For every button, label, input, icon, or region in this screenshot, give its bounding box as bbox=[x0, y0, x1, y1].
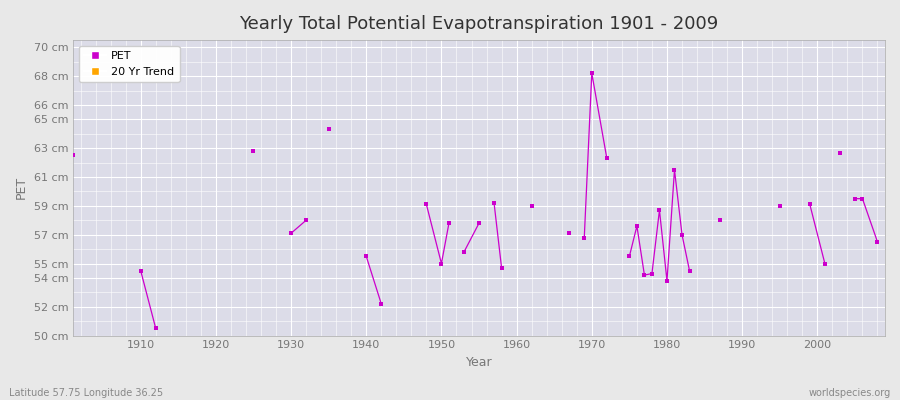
X-axis label: Year: Year bbox=[465, 356, 492, 369]
Point bbox=[359, 253, 374, 260]
Title: Yearly Total Potential Evapotranspiration 1901 - 2009: Yearly Total Potential Evapotranspiratio… bbox=[239, 15, 718, 33]
Text: worldspecies.org: worldspecies.org bbox=[809, 388, 891, 398]
Point bbox=[419, 201, 434, 208]
Point bbox=[660, 278, 674, 284]
Legend: PET, 20 Yr Trend: PET, 20 Yr Trend bbox=[78, 46, 179, 82]
Point bbox=[457, 249, 472, 255]
Point bbox=[494, 265, 508, 271]
Point bbox=[667, 167, 681, 173]
Point bbox=[675, 232, 689, 238]
Point bbox=[585, 70, 599, 76]
Point bbox=[832, 149, 847, 156]
Point bbox=[682, 268, 697, 274]
Point bbox=[637, 272, 652, 278]
Point bbox=[299, 217, 313, 224]
Point bbox=[818, 260, 832, 267]
Point bbox=[870, 239, 885, 245]
Point bbox=[247, 148, 261, 154]
Point bbox=[772, 203, 787, 209]
Point bbox=[577, 234, 591, 241]
Point bbox=[599, 155, 614, 162]
Point bbox=[525, 203, 539, 209]
Point bbox=[848, 196, 862, 202]
Point bbox=[284, 230, 298, 236]
Point bbox=[644, 270, 659, 277]
Text: Latitude 57.75 Longitude 36.25: Latitude 57.75 Longitude 36.25 bbox=[9, 388, 163, 398]
Point bbox=[66, 152, 80, 159]
Point bbox=[855, 196, 869, 202]
Y-axis label: PET: PET bbox=[15, 176, 28, 200]
Point bbox=[434, 260, 448, 267]
Point bbox=[630, 223, 644, 229]
Point bbox=[374, 301, 389, 307]
Point bbox=[622, 253, 636, 260]
Point bbox=[652, 207, 667, 213]
Point bbox=[133, 268, 148, 274]
Point bbox=[472, 220, 486, 226]
Point bbox=[713, 217, 727, 224]
Point bbox=[442, 220, 456, 226]
Point bbox=[148, 325, 163, 332]
Point bbox=[321, 126, 336, 133]
Point bbox=[487, 200, 501, 206]
Point bbox=[562, 230, 576, 236]
Point bbox=[803, 201, 817, 208]
